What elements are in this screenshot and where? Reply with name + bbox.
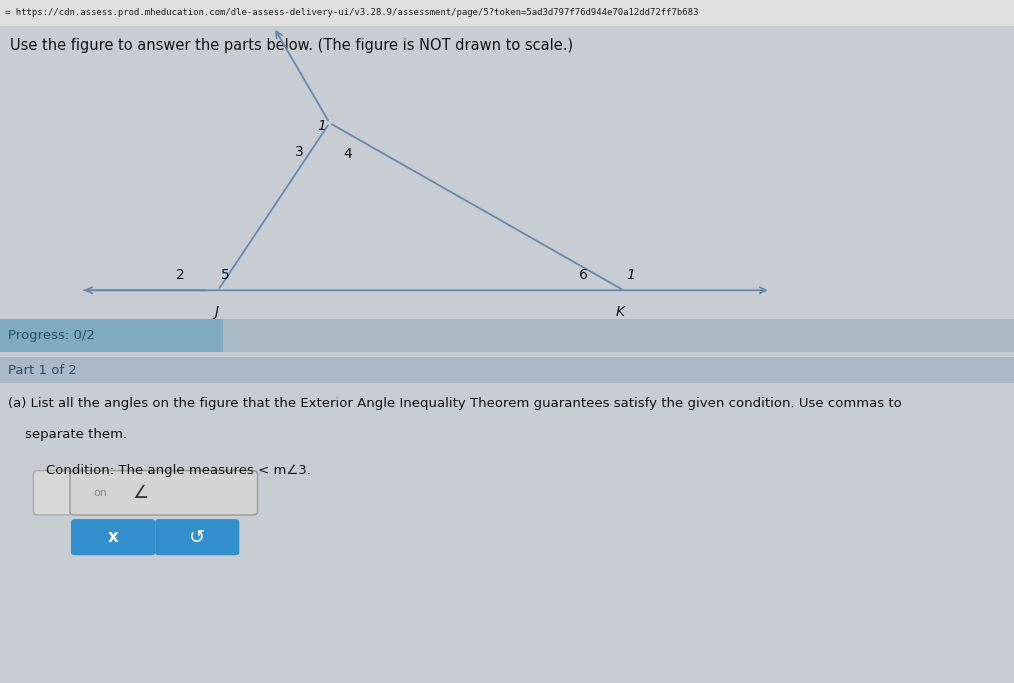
Text: 4: 4 (344, 147, 352, 161)
Text: = https://cdn.assess.prod.mheducation.com/dle-assess-delivery-ui/v3.28.9/assessm: = https://cdn.assess.prod.mheducation.co… (5, 8, 699, 18)
FancyBboxPatch shape (33, 471, 72, 515)
Text: Use the figure to answer the parts below. (The figure is NOT drawn to scale.): Use the figure to answer the parts below… (10, 38, 573, 53)
Bar (0, 357, 1014, 383)
FancyBboxPatch shape (0, 0, 1014, 26)
Text: 1: 1 (627, 268, 635, 281)
FancyBboxPatch shape (70, 471, 258, 515)
Text: 1: 1 (317, 120, 325, 133)
Text: (a) List all the angles on the figure that the Exterior Angle Inequality Theorem: (a) List all the angles on the figure th… (8, 397, 901, 410)
Text: K: K (617, 305, 625, 319)
Text: Part 1 of 2: Part 1 of 2 (8, 363, 77, 377)
Text: on: on (93, 488, 107, 498)
Text: x: x (107, 528, 119, 546)
Text: separate them.: separate them. (8, 428, 127, 441)
Bar (0, 319, 223, 352)
Text: ↺: ↺ (189, 528, 206, 546)
Text: Condition: The angle measures < m∠3.: Condition: The angle measures < m∠3. (46, 464, 310, 477)
FancyBboxPatch shape (155, 519, 239, 555)
Text: Progress: 0/2: Progress: 0/2 (8, 329, 95, 342)
Text: 6: 6 (579, 268, 587, 281)
Text: 2: 2 (176, 268, 185, 281)
Text: 3: 3 (295, 145, 303, 158)
Text: J: J (214, 305, 218, 319)
Bar (0, 319, 1014, 352)
Text: ∠: ∠ (133, 484, 149, 502)
FancyBboxPatch shape (71, 519, 155, 555)
Text: 5: 5 (221, 268, 229, 281)
